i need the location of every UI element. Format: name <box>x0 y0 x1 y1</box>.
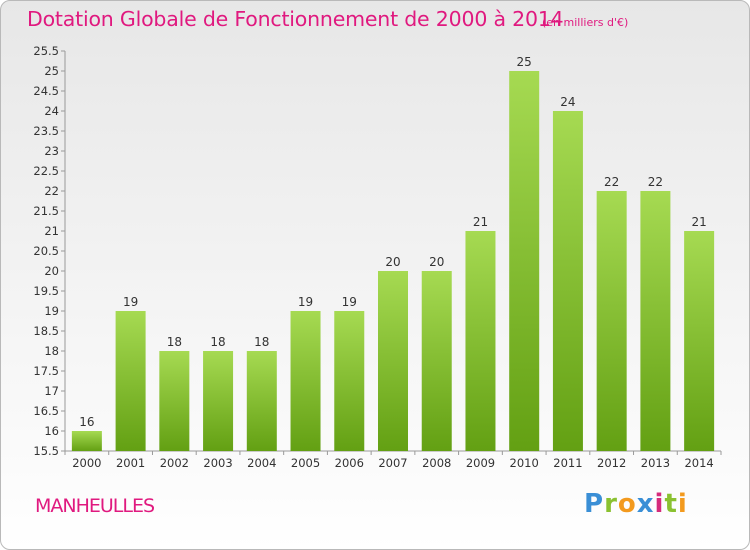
y-tick-label: 21.5 <box>33 204 59 218</box>
bar-value-label: 22 <box>604 175 619 189</box>
bar <box>378 271 408 451</box>
x-tick-label: 2003 <box>203 456 232 470</box>
x-tick-label: 2013 <box>641 456 670 470</box>
y-tick-label: 18.5 <box>33 324 59 338</box>
bar <box>421 271 452 451</box>
y-tick-label: 23.5 <box>33 124 59 138</box>
x-tick-label: 2000 <box>72 456 101 470</box>
y-tick-label: 24 <box>44 104 59 118</box>
bar <box>640 191 671 451</box>
bar-value-label: 19 <box>123 295 138 309</box>
bar-value-label: 24 <box>560 95 575 109</box>
bar <box>115 311 146 451</box>
commune-name: MANHEULLES <box>35 495 155 517</box>
y-tick-label: 22.5 <box>33 164 59 178</box>
chart-unit: (en milliers d'€) <box>542 16 629 29</box>
y-tick-label: 20.5 <box>33 244 59 258</box>
bar <box>159 351 190 451</box>
y-tick-label: 16 <box>44 424 59 438</box>
chart-title: Dotation Globale de Fonctionnement de 20… <box>27 7 564 31</box>
x-tick-label: 2011 <box>553 456 582 470</box>
bar <box>71 431 102 451</box>
y-tick-label: 19.5 <box>33 284 59 298</box>
y-tick-label: 17.5 <box>33 364 59 378</box>
bar <box>552 111 583 451</box>
bar <box>596 191 627 451</box>
x-tick-label: 2005 <box>291 456 320 470</box>
bar <box>684 231 715 451</box>
y-tick-label: 25 <box>44 64 59 78</box>
x-tick-label: 2004 <box>247 456 276 470</box>
bar-value-label: 22 <box>648 175 663 189</box>
y-tick-label: 18 <box>44 344 59 358</box>
bar <box>290 311 321 451</box>
y-axis: 15.5 16 16.5 17 17.5 18 18.5 19 19.5 20 20.5 21 21.5… <box>33 44 66 458</box>
x-tick-label: 2010 <box>510 456 539 470</box>
bar-value-label: 25 <box>517 55 532 69</box>
y-tick-label: 25.5 <box>33 44 59 58</box>
y-tick-label: 23 <box>44 144 59 158</box>
bar-value-label: 19 <box>342 295 357 309</box>
x-tick-label: 2012 <box>597 456 626 470</box>
y-tick-label: 15.5 <box>33 444 59 458</box>
bar-value-label: 20 <box>429 255 444 269</box>
x-axis: 2000 2001 2002 2003 2004 2005 2006 2007 2008 2009… <box>64 450 722 470</box>
bar <box>465 231 496 451</box>
y-tick-label: 19 <box>44 304 59 318</box>
bar <box>509 71 540 451</box>
bar-value-label: 16 <box>79 415 94 429</box>
bar <box>334 311 365 451</box>
y-tick-label: 22 <box>44 184 59 198</box>
bar-value-label: 18 <box>254 335 269 349</box>
x-tick-label: 2009 <box>466 456 495 470</box>
x-tick-label: 2001 <box>116 456 145 470</box>
bar <box>203 351 234 451</box>
x-tick-label: 2014 <box>684 456 713 470</box>
data-labels: 16 19 18 18 18 19 19 20 20 21 25 24 22 22 21 <box>79 55 707 429</box>
y-tick-label: 16.5 <box>33 404 59 418</box>
x-tick-label: 2007 <box>378 456 407 470</box>
bar-value-label: 21 <box>473 215 488 229</box>
y-tick-label: 17 <box>44 384 59 398</box>
y-tick-label: 24.5 <box>33 84 59 98</box>
y-tick-label: 20 <box>44 264 59 278</box>
y-tick-label: 21 <box>44 224 59 238</box>
x-tick-label: 2006 <box>335 456 364 470</box>
bar-value-label: 20 <box>385 255 400 269</box>
x-tick-label: 2002 <box>160 456 189 470</box>
bar-value-label: 18 <box>167 335 182 349</box>
proxiti-logo: Proxiti <box>584 489 688 519</box>
bars <box>71 71 715 451</box>
bar-value-label: 19 <box>298 295 313 309</box>
bar <box>246 351 277 451</box>
x-tick-label: 2008 <box>422 456 451 470</box>
bar-value-label: 18 <box>210 335 225 349</box>
bar-value-label: 21 <box>691 215 706 229</box>
